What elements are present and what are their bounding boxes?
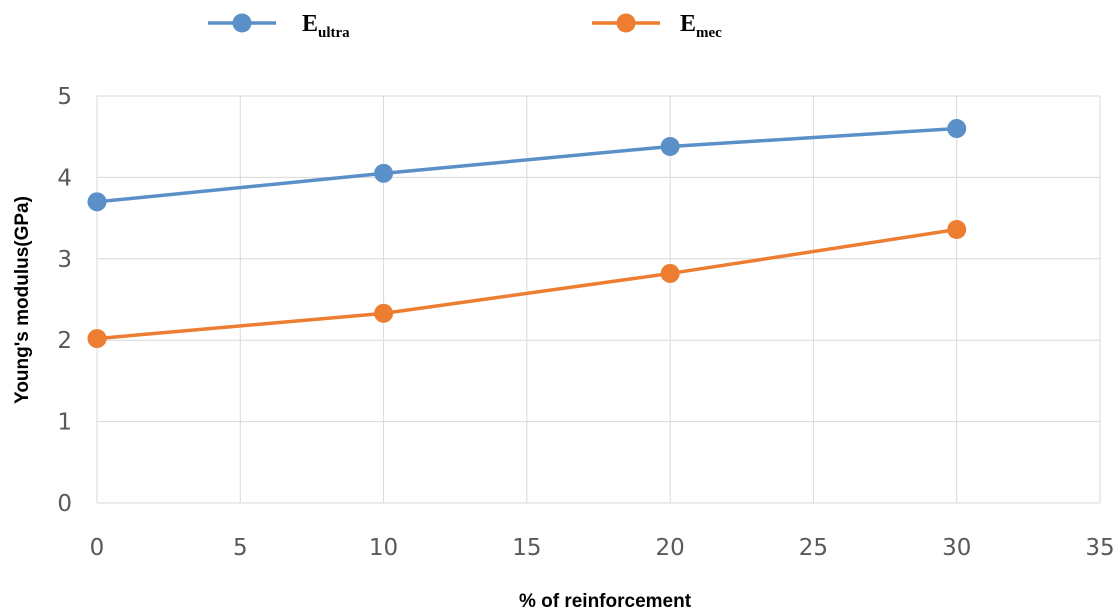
y-tick-label: 0 <box>57 491 72 517</box>
data-point-ultra <box>374 163 394 183</box>
series-mec <box>87 219 967 349</box>
legend-label-ultra-sub: ultra <box>318 25 350 41</box>
y-tick-label: 1 <box>57 410 72 436</box>
legend: Eultra Emec <box>208 11 722 41</box>
data-point-ultra <box>87 192 107 212</box>
y-tick-label: 5 <box>57 84 72 110</box>
legend-item-mec: Emec <box>592 11 722 41</box>
x-tick-label: 25 <box>799 535 828 561</box>
series-line-ultra <box>95 126 959 204</box>
y-tick-label: 4 <box>57 165 72 191</box>
data-point-ultra <box>660 136 680 156</box>
data-point-mec <box>947 219 967 239</box>
legend-label-ultra-main: E <box>302 11 318 37</box>
x-tick-label: 30 <box>942 535 971 561</box>
data-point-ultra <box>947 119 967 139</box>
y-tick-label: 2 <box>57 328 72 354</box>
data-point-mec <box>660 263 680 283</box>
x-tick-label: 10 <box>369 535 398 561</box>
grid <box>96 95 1101 504</box>
legend-label-mec-main: E <box>680 11 696 37</box>
x-axis-title: % of reinforcement <box>519 591 692 612</box>
series-line-mec <box>95 227 959 341</box>
legend-swatch-marker-ultra <box>232 13 252 33</box>
y-axis-title: Young's modulus(GPa) <box>12 196 33 404</box>
x-tick-label: 20 <box>656 535 685 561</box>
x-tick-labels: 0 5 10 15 20 25 30 35 <box>90 535 1115 561</box>
x-tick-label: 0 <box>90 535 105 561</box>
data-point-mec <box>374 303 394 323</box>
legend-label-mec: Emec <box>680 11 722 41</box>
data-point-mec <box>87 329 107 349</box>
series-ultra <box>87 119 967 212</box>
legend-swatch-marker-mec <box>616 13 636 33</box>
x-tick-label: 5 <box>233 535 248 561</box>
legend-label-ultra: Eultra <box>302 11 350 41</box>
y-tick-labels: 0 1 2 3 4 5 <box>57 84 72 517</box>
legend-item-ultra: Eultra <box>208 11 350 41</box>
legend-label-mec-sub: mec <box>696 25 722 41</box>
series-layer <box>87 119 967 349</box>
y-tick-label: 3 <box>57 247 72 273</box>
x-tick-label: 15 <box>512 535 541 561</box>
x-tick-label: 35 <box>1085 535 1114 561</box>
